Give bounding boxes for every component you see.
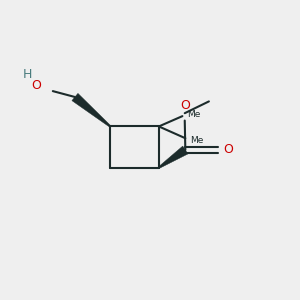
Text: Me: Me [190,136,203,145]
Text: O: O [180,99,190,112]
Text: H: H [22,68,32,80]
Polygon shape [158,146,188,168]
Text: Me: Me [187,110,200,118]
Text: O: O [223,143,233,157]
Polygon shape [72,93,111,127]
Text: O: O [32,79,42,92]
